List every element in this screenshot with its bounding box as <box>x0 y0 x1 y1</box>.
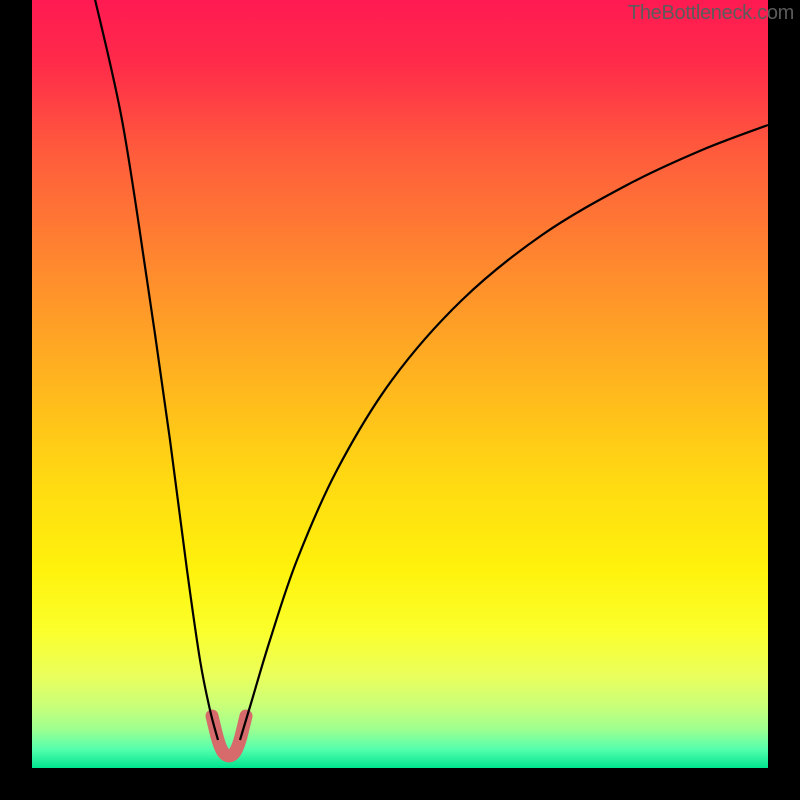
curve-left-branch <box>94 0 218 740</box>
curve-right-branch <box>240 125 768 740</box>
watermark-text: TheBottleneck.com <box>628 2 794 25</box>
curve-svg <box>32 0 768 768</box>
plot-area <box>32 0 768 768</box>
